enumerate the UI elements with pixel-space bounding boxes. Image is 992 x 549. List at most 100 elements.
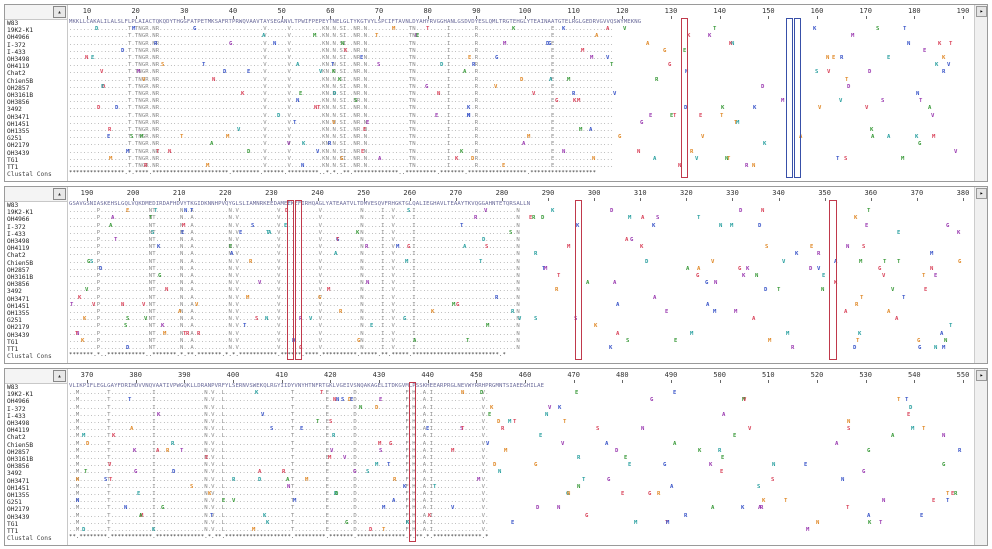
sequence-name[interactable]: I-372	[7, 41, 26, 49]
sequence-name[interactable]: Chien5B	[7, 259, 34, 267]
variant-residue: E	[435, 112, 439, 119]
variant-residue: D	[520, 76, 524, 83]
variant-residue: S	[255, 316, 259, 323]
sequence-name[interactable]: OH1355	[7, 492, 30, 499]
sequence-name[interactable]: Chien5B	[7, 441, 34, 449]
variant-residue: M	[82, 433, 86, 440]
variant-residue: K	[729, 40, 733, 47]
sequence-name[interactable]: OH4119	[7, 427, 30, 435]
sequence-name[interactable]: 3492	[7, 106, 22, 114]
sequence-name[interactable]: OH2179	[7, 324, 30, 332]
sequence-name[interactable]: I-433	[7, 412, 26, 420]
sequence-name[interactable]: OH3856	[7, 281, 30, 289]
sequence-name[interactable]: OH2857	[7, 448, 30, 456]
sequence-name[interactable]: Chat2	[7, 434, 26, 442]
sequence-name[interactable]: OH2857	[7, 266, 30, 274]
scroll-button-icon[interactable]: ▴	[53, 188, 66, 200]
sequence-name[interactable]: 3492	[7, 470, 22, 478]
sequence-name[interactable]: OH4119	[7, 245, 30, 253]
sequence-name[interactable]: OH3856	[7, 463, 30, 471]
sequence-name[interactable]: OH1355	[7, 128, 30, 135]
vertical-scrollbar[interactable]: ▸	[974, 5, 987, 181]
sequence-name[interactable]: OH1451	[7, 302, 30, 310]
sequence-name[interactable]: TG1	[7, 156, 19, 164]
scroll-button-icon[interactable]: ▴	[53, 370, 66, 382]
scroll-arrow-icon[interactable]: ▸	[976, 370, 987, 381]
sequence-name[interactable]: G251	[7, 135, 22, 143]
sequence-name[interactable]: W83	[7, 202, 19, 209]
sequence-name[interactable]: I-372	[7, 223, 26, 231]
sequence-name[interactable]: Chat2	[7, 252, 26, 260]
variant-residue: E	[924, 287, 928, 294]
sequence-name[interactable]: OH4966	[7, 216, 30, 224]
variant-residue: E	[361, 148, 365, 155]
variant-residue: T	[331, 62, 335, 69]
ruler-tick-label: 390	[178, 371, 191, 379]
sequence-name[interactable]: 19K2-K1	[7, 391, 34, 399]
sequence-name[interactable]: G251	[7, 317, 22, 325]
sequence-name[interactable]: TT1	[7, 164, 19, 171]
sequence-name[interactable]: OH3471	[7, 295, 30, 303]
sequence-name[interactable]: 3492	[7, 288, 22, 296]
sequence-name[interactable]: Chat2	[7, 70, 26, 78]
sequence-name[interactable]: OH3471	[7, 113, 30, 121]
scroll-arrow-icon[interactable]: ▸	[976, 188, 987, 199]
ruler-tick	[732, 198, 734, 201]
scroll-button-icon[interactable]: ▴	[53, 6, 66, 18]
sequence-name[interactable]: TT1	[7, 346, 19, 353]
variant-residue: G	[158, 273, 162, 279]
sequence-name[interactable]: OH3161B	[7, 274, 34, 281]
alignment-row: ..M........T............I..............N…	[69, 527, 489, 533]
sequence-name[interactable]: OH2179	[7, 506, 30, 514]
sequence-name[interactable]: G251	[7, 499, 22, 507]
sequence-name[interactable]: 19K2-K1	[7, 27, 34, 35]
sequence-name[interactable]: I-433	[7, 230, 26, 238]
variant-residue: K	[576, 222, 580, 229]
sequence-name[interactable]: OH4966	[7, 398, 30, 406]
sequence-name[interactable]: I-372	[7, 405, 26, 413]
variant-residue: N	[121, 301, 125, 308]
scroll-arrow-icon[interactable]: ▸	[976, 6, 987, 17]
sequence-name[interactable]: OH3498	[7, 238, 30, 245]
sequence-name[interactable]: OH4966	[7, 34, 30, 42]
sequence-name[interactable]: OH3498	[7, 420, 30, 427]
alignment-panel[interactable]: ▴ W83 19K2-K1 OH4966 I-372 I-433 OH3498 OH4119 C…	[4, 4, 988, 182]
sequence-name[interactable]: TG1	[7, 338, 19, 346]
variant-residue: T	[293, 119, 297, 126]
variant-residue: M	[628, 215, 632, 222]
sequence-name[interactable]: TG1	[7, 520, 19, 528]
variant-residue: K	[133, 447, 137, 454]
alignment-row: ........P..............NT.......N..A....…	[69, 309, 520, 315]
sequence-name[interactable]: OH3161B	[7, 456, 34, 463]
variant-residue: G	[456, 301, 460, 308]
alignment-panel[interactable]: ▴ W83 19K2-K1 OH4966 I-372 I-433 OH3498 OH4119 C…	[4, 368, 988, 546]
variant-residue: N	[562, 148, 566, 155]
variant-residue: G	[668, 62, 672, 69]
variant-residue: N	[841, 476, 845, 483]
alignment-panel[interactable]: ▴ W83 19K2-K1 OH4966 I-372 I-433 OH3498 OH4119 C…	[4, 186, 988, 364]
sequence-name[interactable]: OH1451	[7, 120, 30, 128]
sequence-name[interactable]: W83	[7, 20, 19, 27]
sequence-name[interactable]: W83	[7, 384, 19, 391]
sequence-name[interactable]: Chien5B	[7, 77, 34, 85]
sequence-name[interactable]: OH3856	[7, 99, 30, 107]
sequence-name[interactable]: OH3471	[7, 477, 30, 485]
sequence-name[interactable]: I-433	[7, 48, 26, 56]
vertical-scrollbar[interactable]: ▸	[974, 369, 987, 545]
sequence-name[interactable]: OH3439	[7, 331, 30, 339]
sequence-name[interactable]: OH3439	[7, 513, 30, 521]
sequence-name[interactable]: OH1355	[7, 310, 30, 317]
sequence-name[interactable]: OH4119	[7, 63, 30, 71]
sequence-name[interactable]: OH3498	[7, 56, 30, 63]
sequence-name[interactable]: 19K2-K1	[7, 209, 34, 217]
vertical-scrollbar[interactable]: ▸	[974, 187, 987, 363]
sequence-name[interactable]: TT1	[7, 528, 19, 535]
sequence-name[interactable]: OH3439	[7, 149, 30, 157]
ruler-tick-label: 340	[772, 189, 785, 197]
sequence-name[interactable]: OH2857	[7, 84, 30, 92]
sequence-name[interactable]: OH3161B	[7, 92, 34, 99]
sequence-name[interactable]: OH2179	[7, 142, 30, 150]
sequence-name[interactable]: OH1451	[7, 484, 30, 492]
variant-residue: R	[334, 491, 338, 497]
ruler-tick-label: 520	[810, 371, 824, 379]
